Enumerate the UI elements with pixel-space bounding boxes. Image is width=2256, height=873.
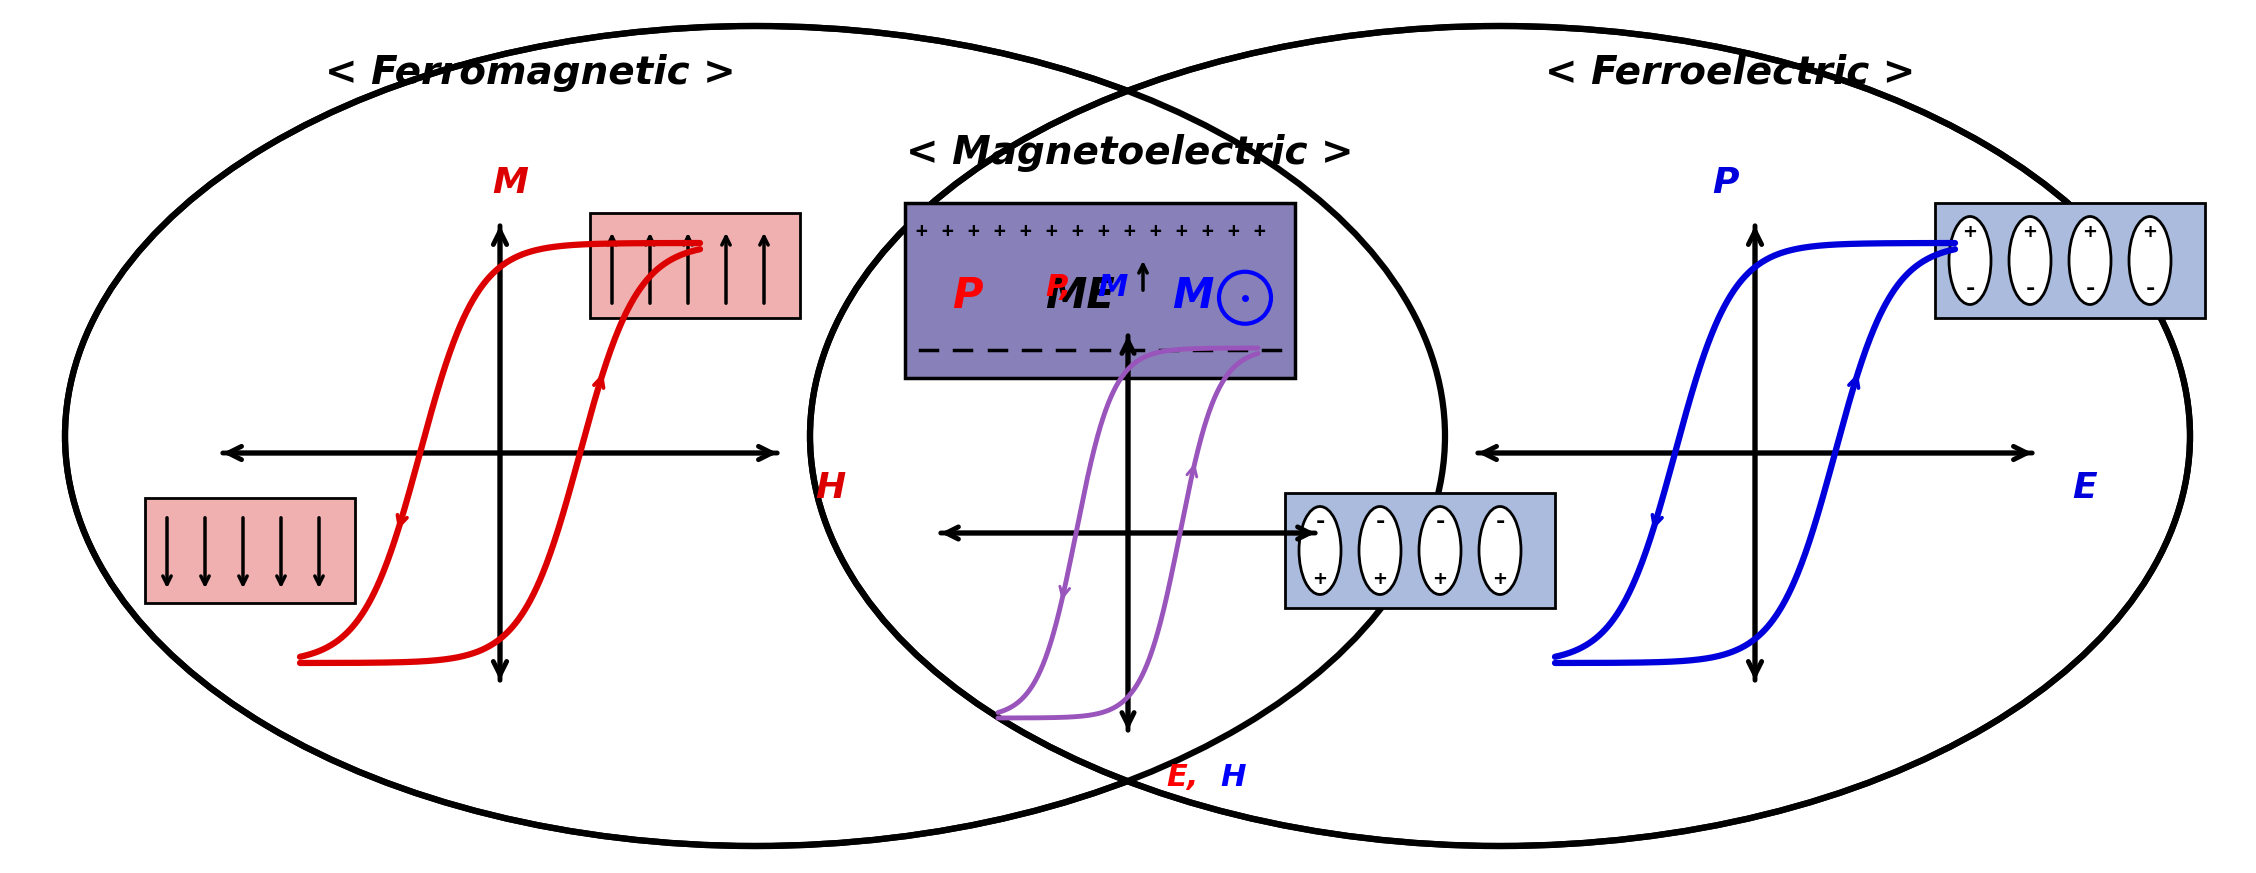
Ellipse shape (1949, 217, 1992, 305)
Text: M: M (1173, 275, 1214, 317)
Text: +: + (1123, 222, 1135, 240)
Text: +: + (1175, 222, 1187, 240)
Text: H: H (1220, 764, 1245, 793)
Text: +: + (2082, 223, 2098, 241)
Text: +: + (993, 222, 1004, 240)
Text: -: - (1315, 512, 1324, 532)
Text: P: P (1712, 166, 1739, 200)
Text: -: - (2026, 279, 2035, 299)
Text: +: + (1200, 222, 1214, 240)
Text: E,: E, (1166, 764, 1200, 793)
Text: -: - (1376, 512, 1385, 532)
Text: -: - (2145, 279, 2154, 299)
Text: -: - (1965, 279, 1974, 299)
Text: E: E (2073, 471, 2098, 505)
Text: +: + (968, 222, 979, 240)
Text: +: + (1072, 222, 1083, 240)
Text: +: + (1096, 222, 1110, 240)
FancyBboxPatch shape (1936, 203, 2204, 318)
Text: +: + (1963, 223, 1979, 241)
Ellipse shape (1419, 506, 1462, 595)
Text: -: - (1435, 512, 1444, 532)
Ellipse shape (810, 26, 2191, 846)
Text: +: + (1433, 570, 1448, 588)
Text: +: + (1148, 222, 1162, 240)
Text: +: + (1020, 222, 1031, 240)
Ellipse shape (1358, 506, 1401, 595)
FancyBboxPatch shape (591, 213, 801, 318)
Text: < Magnetoelectric >: < Magnetoelectric > (907, 134, 1354, 172)
Text: < Ferromagnetic >: < Ferromagnetic > (325, 54, 735, 92)
Text: +: + (1493, 570, 1507, 588)
Ellipse shape (2010, 217, 2051, 305)
Text: < Ferroelectric >: < Ferroelectric > (1545, 54, 1915, 92)
Text: M: M (492, 166, 528, 200)
Text: +: + (916, 222, 927, 240)
FancyBboxPatch shape (905, 203, 1295, 378)
Ellipse shape (65, 26, 1446, 846)
Text: -: - (2085, 279, 2094, 299)
Text: +: + (1372, 570, 1387, 588)
Text: P: P (952, 275, 981, 317)
Ellipse shape (2130, 217, 2170, 305)
Ellipse shape (2069, 217, 2112, 305)
Text: P,: P, (1045, 273, 1072, 303)
Text: +: + (1227, 222, 1239, 240)
Ellipse shape (1480, 506, 1521, 595)
Text: ME: ME (1045, 275, 1114, 317)
Ellipse shape (1299, 506, 1340, 595)
Text: +: + (2021, 223, 2037, 241)
Text: +: + (1252, 222, 1266, 240)
FancyBboxPatch shape (1286, 493, 1554, 608)
Text: M: M (1099, 273, 1128, 303)
Text: -: - (1496, 512, 1505, 532)
FancyBboxPatch shape (144, 498, 354, 603)
Text: +: + (2143, 223, 2157, 241)
Text: +: + (941, 222, 952, 240)
Text: H: H (814, 471, 846, 505)
Text: +: + (1045, 222, 1056, 240)
Text: +: + (1313, 570, 1327, 588)
